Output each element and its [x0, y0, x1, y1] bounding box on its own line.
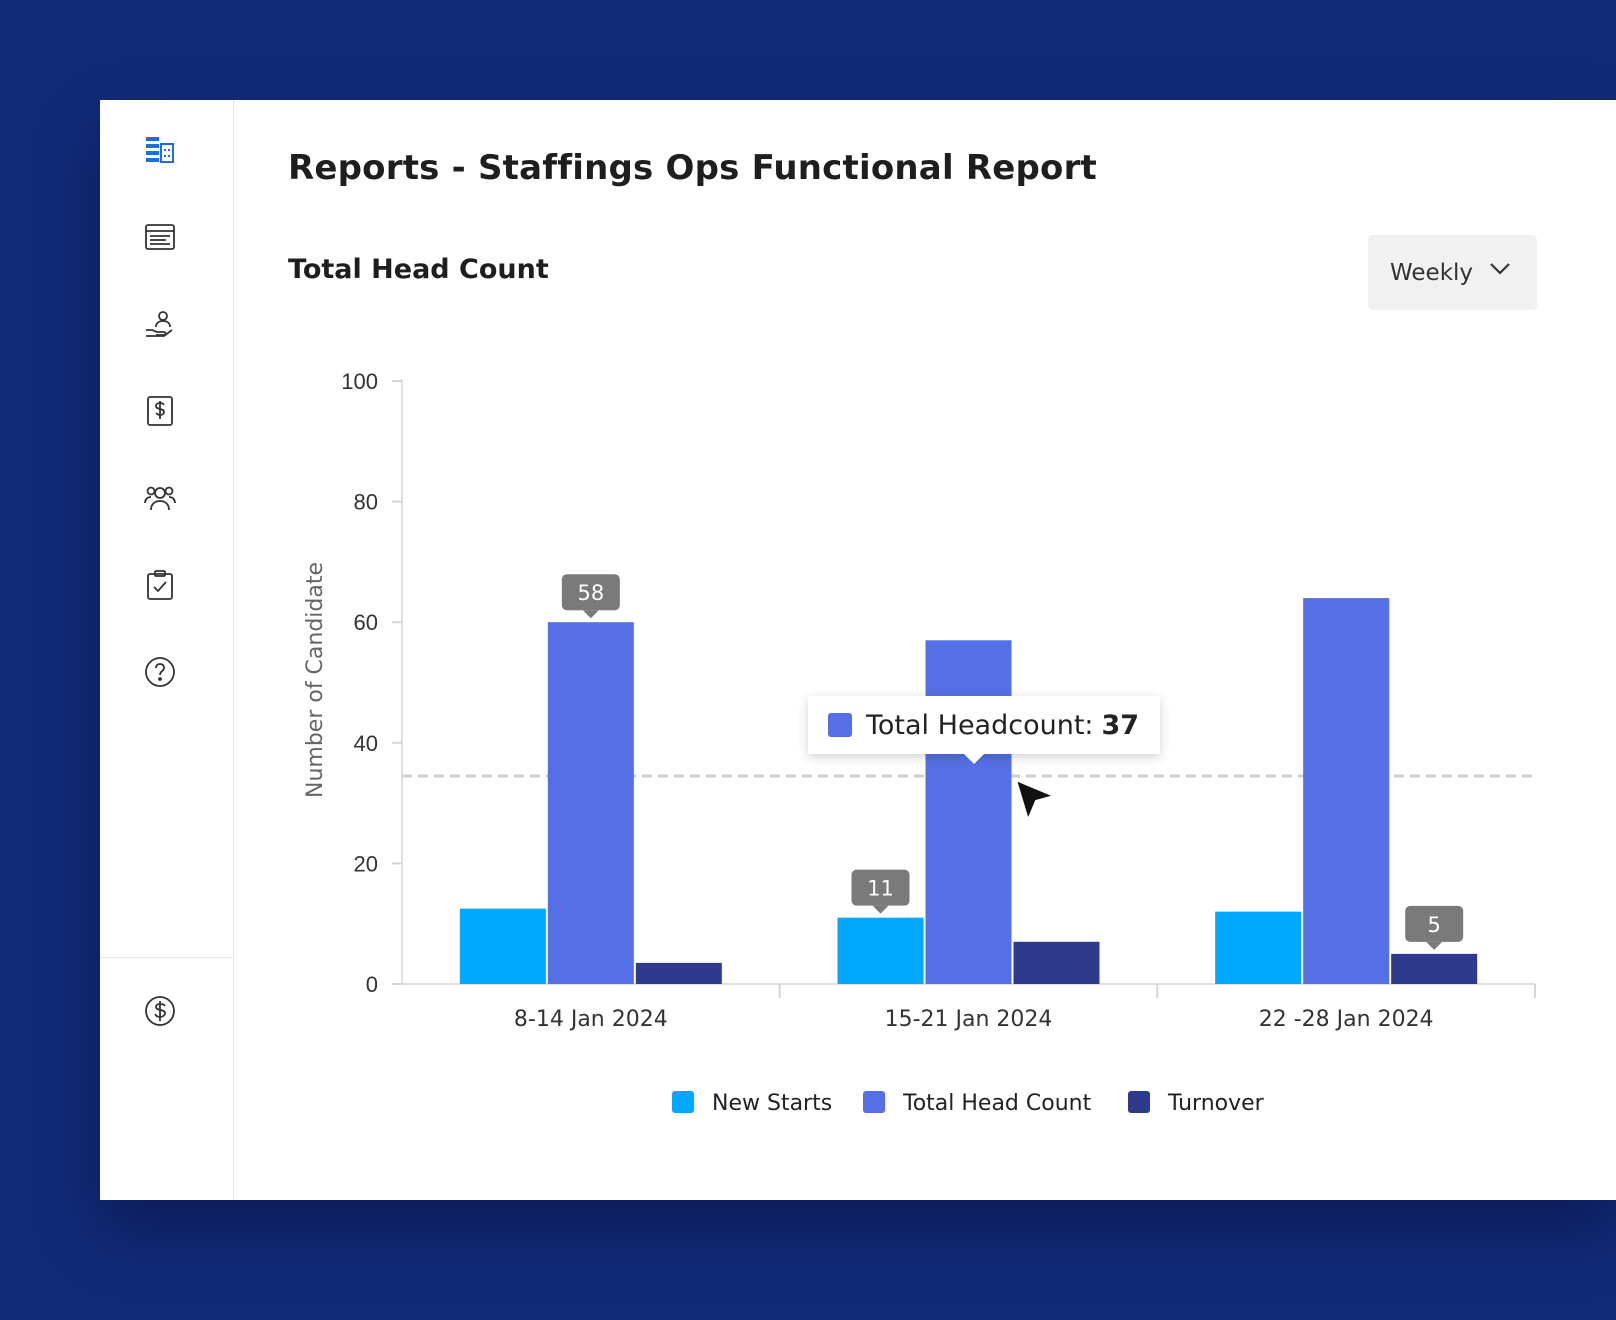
data-label-pointer	[872, 905, 889, 914]
y-tick-label: 80	[354, 490, 378, 515]
x-tick-label: 15-21 Jan 2024	[885, 1007, 1053, 1032]
y-tick-label: 20	[354, 851, 378, 876]
data-label-pointer	[582, 610, 599, 619]
bar-total-head-count	[1303, 598, 1390, 984]
y-tick-label: 100	[341, 369, 378, 394]
reports-icon[interactable]	[143, 133, 177, 167]
chart-tooltip: Total Headcount: 37	[808, 696, 1160, 754]
data-label-badge	[1405, 905, 1464, 942]
browser-window-icon[interactable]	[143, 220, 177, 254]
x-tick-label: 8-14 Jan 2024	[514, 1007, 668, 1032]
y-axis-title: Number of Candidate	[303, 562, 328, 798]
dollar-circle-icon[interactable]	[143, 994, 177, 1028]
sidebar-divider	[100, 957, 233, 958]
bar-new-starts	[1215, 911, 1302, 984]
bar-new-starts	[459, 908, 546, 984]
tooltip-value: 37	[1101, 709, 1140, 741]
bar-total-head-count	[925, 640, 1012, 984]
y-tick-label: 0	[366, 972, 378, 997]
legend-label: Turnover	[1167, 1091, 1265, 1116]
legend-swatch	[672, 1091, 694, 1113]
bar-turnover	[1013, 941, 1100, 984]
dropdown-value: Weekly	[1390, 259, 1474, 286]
legend-label: Total Head Count	[902, 1091, 1092, 1116]
data-label-badge	[851, 869, 910, 906]
tooltip-swatch	[828, 713, 852, 737]
legend-swatch	[1128, 1091, 1150, 1113]
bar-new-starts	[837, 917, 924, 984]
y-tick-label: 60	[354, 610, 378, 635]
legend-label: New Starts	[712, 1091, 832, 1116]
data-label: 11	[867, 877, 894, 901]
data-label: 58	[577, 581, 604, 605]
chevron-down-icon	[1490, 263, 1510, 275]
period-dropdown[interactable]: Weekly	[1368, 235, 1537, 310]
data-label: 5	[1427, 913, 1440, 937]
team-icon[interactable]	[143, 481, 177, 515]
section-title: Total Head Count	[288, 254, 549, 285]
clipboard-check-icon[interactable]	[143, 568, 177, 602]
tooltip-label: Total Headcount:	[866, 709, 1094, 741]
x-tick-label: 22 -28 Jan 2024	[1259, 1007, 1434, 1032]
hand-user-icon[interactable]	[143, 307, 177, 341]
mouse-cursor-icon	[1014, 778, 1058, 823]
tooltip-tail	[963, 753, 985, 764]
y-tick-label: 40	[354, 731, 378, 756]
bar-turnover	[1391, 953, 1478, 984]
legend-swatch	[863, 1091, 885, 1113]
help-icon[interactable]	[143, 655, 177, 689]
sidebar	[100, 100, 234, 1200]
data-label-pointer	[1426, 941, 1443, 950]
dollar-document-icon[interactable]	[143, 394, 177, 428]
bar-turnover	[635, 962, 722, 984]
page-title: Reports - Staffings Ops Functional Repor…	[288, 148, 1097, 188]
data-label-badge	[561, 574, 620, 611]
bar-total-head-count	[547, 622, 634, 984]
